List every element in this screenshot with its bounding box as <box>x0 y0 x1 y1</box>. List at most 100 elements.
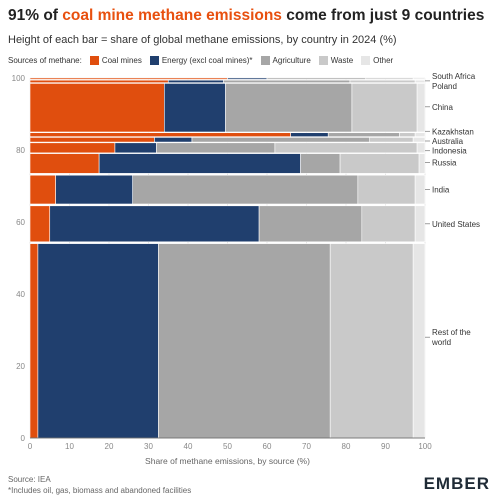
bar-segment-waste <box>365 77 414 80</box>
x-tick-label: 10 <box>65 442 74 451</box>
bar-segment-coal <box>29 137 155 143</box>
chart-title: 91% of coal mine methane emissions come … <box>8 7 484 25</box>
bar-segment-energy <box>290 132 329 137</box>
legend-item-waste: Waste <box>318 56 354 65</box>
x-tick-label: 90 <box>381 442 390 451</box>
legend-swatch-agriculture <box>260 56 270 65</box>
bar-segment-energy <box>227 77 268 80</box>
ember-logo: EMBER <box>423 474 490 493</box>
country-label: Rest of the <box>432 328 471 337</box>
bar-segment-waste <box>339 153 420 174</box>
bar-segment-coal <box>29 153 100 174</box>
bar-segment-waste <box>357 174 416 205</box>
legend-item-other: Other <box>361 56 393 65</box>
country-label: United States <box>432 220 480 229</box>
y-tick-label: 20 <box>16 362 25 371</box>
bar-segment-energy <box>164 83 226 133</box>
source-note: Source: IEA <box>8 475 51 484</box>
bar-segment-energy <box>49 205 260 243</box>
x-tick-label: 60 <box>263 442 272 451</box>
bar-segment-coal <box>29 132 292 137</box>
bar-segment-energy <box>55 174 134 205</box>
country-label: Russia <box>432 159 457 168</box>
title-pre: 91% of <box>8 7 63 24</box>
bar-segment-energy <box>167 79 224 83</box>
footer: Source: IEA *Includes oil, gas, biomass … <box>8 474 191 496</box>
legend-swatch-other <box>361 56 371 65</box>
legend-swatch-waste <box>318 56 328 65</box>
bar-segment-energy <box>154 137 193 143</box>
x-tick-label: 80 <box>342 442 351 451</box>
country-label: Indonesia <box>432 147 467 156</box>
bar-segment-other <box>416 83 426 133</box>
x-tick-label: 70 <box>302 442 311 451</box>
country-label: Poland <box>432 82 457 91</box>
bar-segment-waste <box>361 205 416 243</box>
x-tick-label: 50 <box>223 442 232 451</box>
bar-segment-energy <box>114 142 157 154</box>
x-tick-label: 40 <box>184 442 193 451</box>
bar-segment-agriculture <box>132 174 359 205</box>
bar-segment-other <box>416 142 426 154</box>
x-tick-label: 100 <box>418 442 432 451</box>
legend-swatch-coal <box>89 56 99 65</box>
bar-segment-agriculture <box>158 243 331 439</box>
bar-segment-energy <box>37 243 159 439</box>
legend-title: Sources of methane: <box>8 56 82 65</box>
x-axis-title: Share of methane emissions, by source (%… <box>145 456 310 466</box>
legend-label-other: Other <box>373 56 394 65</box>
bar-segment-other <box>414 174 426 205</box>
country-label: South Africa <box>432 72 476 81</box>
bar-segment-coal <box>29 79 169 83</box>
y-tick-label: 40 <box>16 290 25 299</box>
bar-segment-other <box>412 243 426 439</box>
legend-item-agriculture: Agriculture <box>260 56 311 65</box>
title-post: come from just 9 countries <box>281 7 485 24</box>
bar-segment-other <box>418 153 426 174</box>
country-label: Australia <box>432 137 464 146</box>
bar-segment-other <box>414 205 426 243</box>
country-label: world <box>431 338 451 347</box>
bar-segment-coal <box>29 174 56 205</box>
x-tick-label: 0 <box>28 442 33 451</box>
bar-segment-agriculture <box>266 77 367 80</box>
bar-segment-energy <box>98 153 301 174</box>
y-tick-label: 100 <box>12 74 26 83</box>
bar-segment-waste <box>399 132 416 137</box>
country-label: China <box>432 103 453 112</box>
bar-segment-other <box>412 137 426 143</box>
title-highlight: coal mine methane emissions <box>62 7 282 24</box>
bar-segment-other <box>414 79 426 83</box>
country-label: Kazakhstan <box>432 127 474 136</box>
footnote: *Includes oil, gas, biomass and abandone… <box>8 486 192 495</box>
y-tick-label: 60 <box>16 218 25 227</box>
bar-segment-agriculture <box>225 83 353 133</box>
legend-label-waste: Waste <box>330 56 354 65</box>
legend-item-energy: Energy (excl coal mines)* <box>149 56 253 65</box>
legend-item-coal: Coal mines <box>89 56 142 65</box>
bar-segment-waste <box>369 137 414 143</box>
y-tick-label: 80 <box>16 146 25 155</box>
bar-segment-agriculture <box>327 132 400 137</box>
bar-segment-waste <box>349 79 416 83</box>
legend-label-energy: Energy (excl coal mines)* <box>161 56 253 65</box>
bar-segment-agriculture <box>223 79 351 83</box>
chart-subtitle: Height of each bar = share of global met… <box>8 34 397 46</box>
bar-segment-agriculture <box>191 137 370 143</box>
legend-label-agriculture: Agriculture <box>272 56 311 65</box>
bar-segment-agriculture <box>156 142 276 154</box>
legend: Sources of methane: Coal mines Energy (e… <box>8 56 401 65</box>
bar-segment-waste <box>274 142 418 154</box>
bar-segment-agriculture <box>300 153 341 174</box>
bar-segment-other <box>414 132 426 137</box>
bar-segment-other <box>412 77 426 80</box>
bar-segment-coal <box>29 243 39 439</box>
y-tick-label: 0 <box>21 434 26 443</box>
bar-segment-coal <box>29 205 51 243</box>
legend-swatch-energy <box>149 56 159 65</box>
country-label: India <box>432 186 450 195</box>
bar-segment-waste <box>351 83 418 133</box>
bar-segment-agriculture <box>258 205 363 243</box>
bar-segment-coal <box>29 77 228 80</box>
